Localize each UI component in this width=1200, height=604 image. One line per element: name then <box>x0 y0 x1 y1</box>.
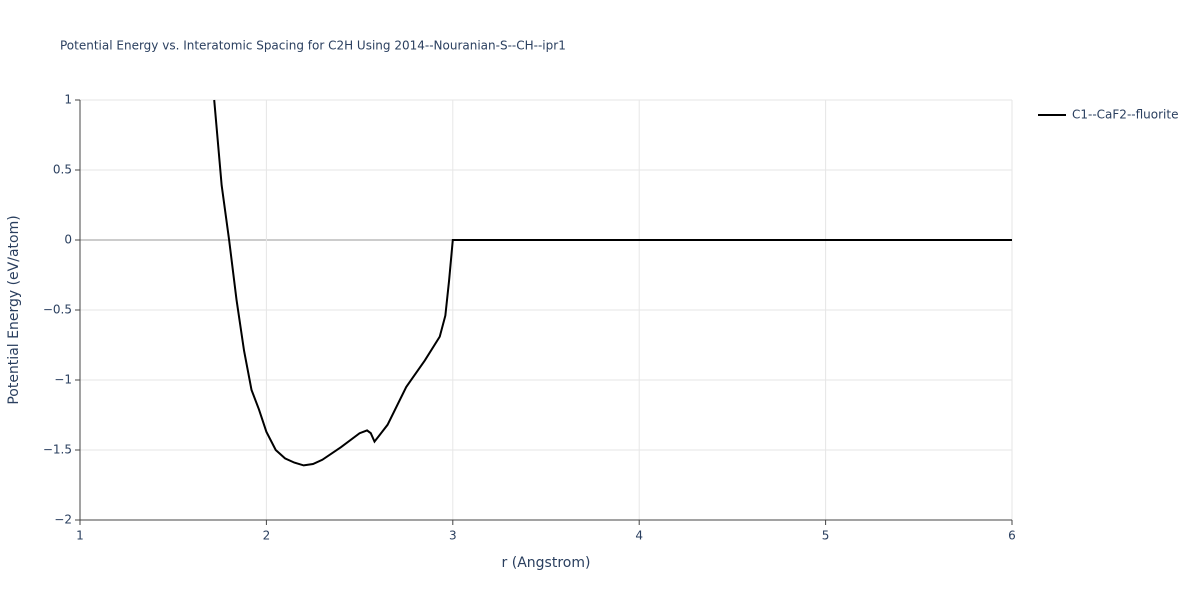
y-tick-label: −1 <box>54 373 72 387</box>
y-tick-label: 0.5 <box>53 163 72 177</box>
legend-label: C1--CaF2--fluorite <box>1072 108 1178 122</box>
y-axis-label: Potential Energy (eV/atom) <box>6 215 22 404</box>
x-tick-label: 3 <box>449 529 457 543</box>
chart-title: Potential Energy vs. Interatomic Spacing… <box>60 39 566 53</box>
y-tick-label: −1.5 <box>43 443 72 457</box>
x-tick-label: 4 <box>635 529 643 543</box>
data-line <box>213 99 1012 467</box>
x-tick-label: 2 <box>263 529 271 543</box>
x-axis-label: r (Angstrom) <box>502 555 591 571</box>
x-tick-label: 5 <box>822 529 830 543</box>
y-tick-label: 0 <box>64 233 72 247</box>
x-tick-label: 1 <box>76 529 84 543</box>
y-tick-label: −2 <box>54 513 72 527</box>
y-tick-label: 1 <box>64 93 72 107</box>
x-tick-label: 6 <box>1008 529 1016 543</box>
y-tick-label: −0.5 <box>43 303 72 317</box>
